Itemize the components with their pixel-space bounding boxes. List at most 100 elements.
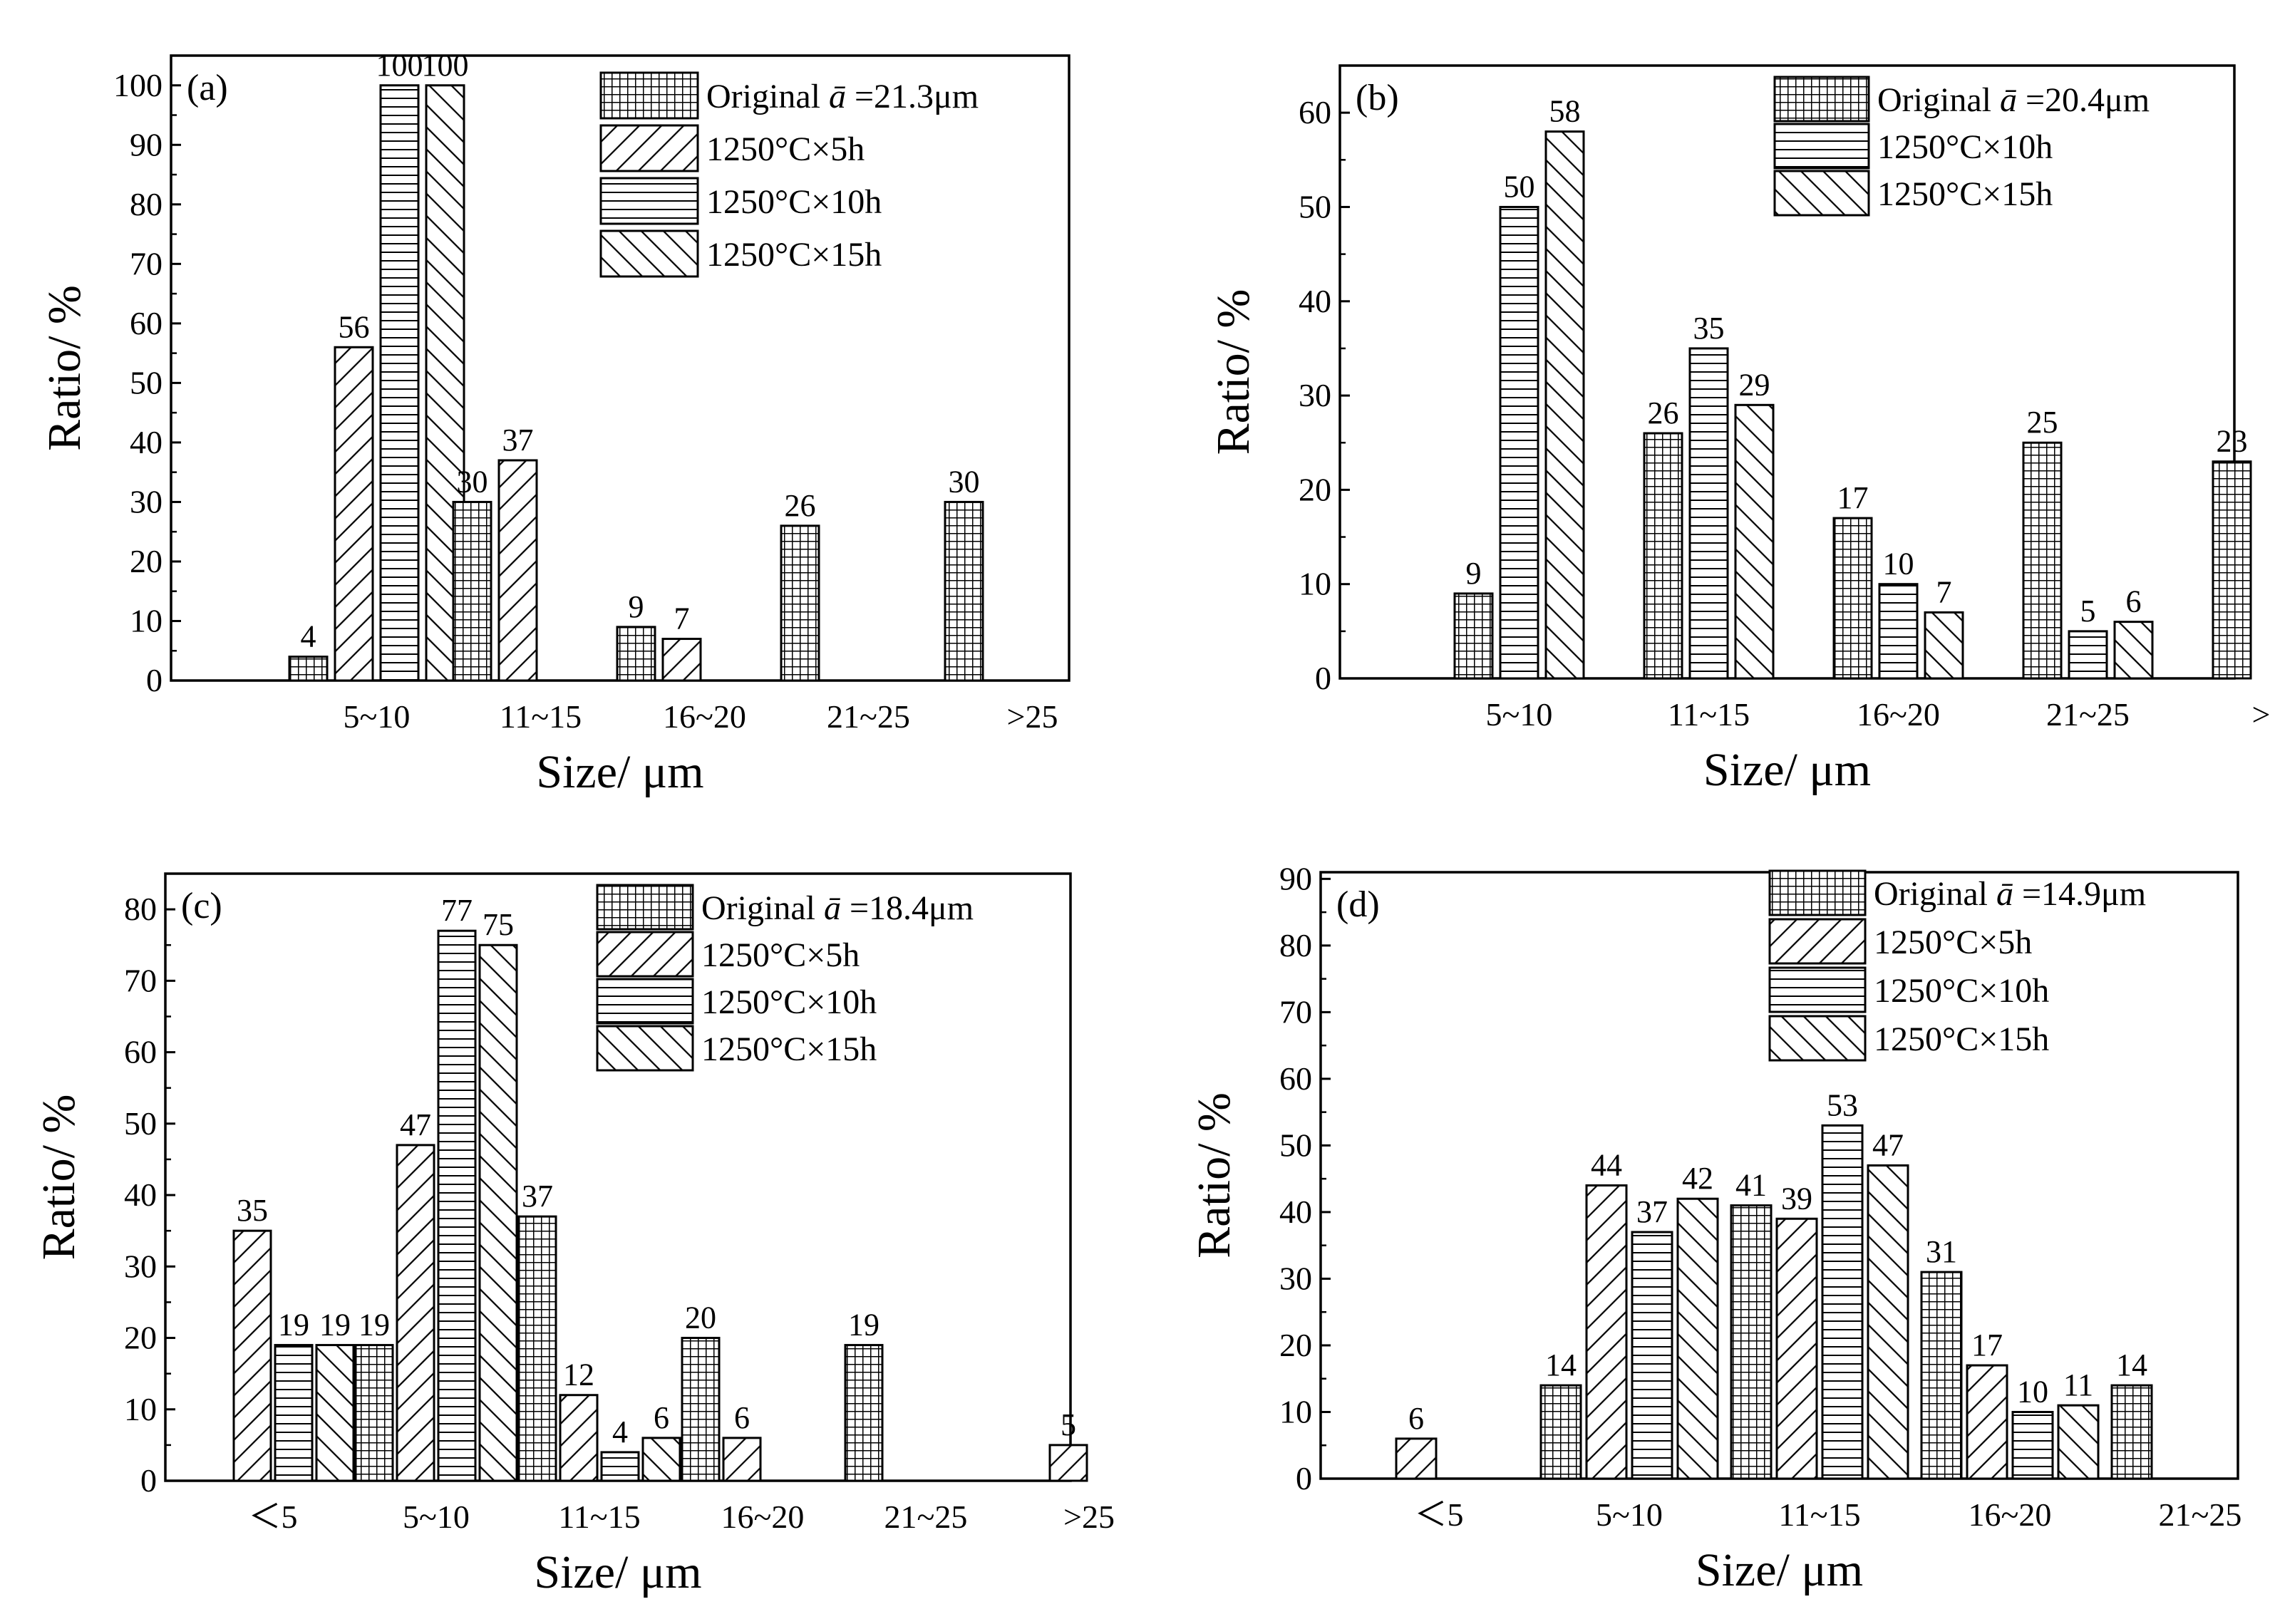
panel-label: (a) bbox=[187, 68, 228, 108]
data-label: 19 bbox=[319, 1308, 351, 1343]
data-label: 19 bbox=[848, 1308, 879, 1343]
data-label: 35 bbox=[237, 1193, 268, 1228]
bar bbox=[2068, 630, 2108, 680]
bar bbox=[334, 346, 374, 682]
y-tick-label: 80 bbox=[124, 891, 157, 927]
x-axis-title: Size/ μm bbox=[1696, 1544, 1863, 1596]
legend-swatch bbox=[1768, 918, 1867, 965]
x-tick-label: ＜5 bbox=[249, 1499, 298, 1535]
x-tick-label: 16~20 bbox=[1969, 1496, 2052, 1533]
y-tick-label: 20 bbox=[124, 1320, 157, 1356]
data-label: 10 bbox=[2017, 1374, 2048, 1409]
y-tick-label: 10 bbox=[1299, 566, 1331, 602]
x-tick-label: 5~10 bbox=[1486, 696, 1553, 733]
bar bbox=[354, 1344, 394, 1482]
legend-entry-label: 1250°C×15h bbox=[706, 236, 882, 274]
bar bbox=[452, 500, 492, 682]
legend-entry-label: 1250°C×5h bbox=[1874, 924, 2032, 961]
data-label: 4 bbox=[612, 1414, 628, 1449]
legend-entry-label: 1250°C×15h bbox=[701, 1030, 877, 1068]
legend-entry-label: Original ā =14.9μm bbox=[1874, 875, 2146, 913]
bar bbox=[2113, 621, 2154, 680]
legend-swatch bbox=[1768, 1015, 1867, 1062]
legend-swatch bbox=[1773, 123, 1870, 170]
legend-swatch bbox=[599, 177, 699, 225]
panel-label: (d) bbox=[1336, 884, 1380, 925]
y-tick-label: 40 bbox=[130, 424, 162, 460]
data-label: 37 bbox=[502, 423, 534, 457]
bar bbox=[722, 1437, 762, 1482]
data-label: 26 bbox=[1648, 395, 1679, 430]
data-label: 17 bbox=[1837, 480, 1869, 515]
data-label: 26 bbox=[785, 488, 816, 523]
data-label: 44 bbox=[1591, 1148, 1622, 1183]
x-tick-label: 21~25 bbox=[2046, 696, 2130, 733]
legend: Original ā =18.4μm 1250°C×5h 1250°C×10h 125… bbox=[596, 884, 974, 1072]
y-axis-title: Ratio/ % bbox=[1207, 289, 1259, 455]
legend-swatch bbox=[1768, 869, 1867, 916]
bar bbox=[681, 1337, 721, 1482]
bar bbox=[1643, 432, 1683, 680]
bar bbox=[1730, 1204, 1773, 1480]
data-label: 50 bbox=[1504, 169, 1535, 204]
y-tick-label: 50 bbox=[124, 1105, 157, 1142]
legend-swatch bbox=[599, 124, 699, 172]
y-tick-label: 80 bbox=[130, 186, 162, 222]
legend-entry-label: 1250°C×10h bbox=[1874, 972, 2049, 1010]
bar bbox=[274, 1344, 314, 1482]
x-tick-label: 16~20 bbox=[663, 698, 746, 735]
data-label: 100 bbox=[422, 48, 469, 83]
data-label: 20 bbox=[685, 1300, 716, 1335]
bar bbox=[1821, 1124, 1864, 1480]
data-label: 19 bbox=[358, 1308, 390, 1343]
y-axis-title: Ratio/ % bbox=[38, 285, 91, 451]
x-axis-title: Size/ μm bbox=[534, 1546, 701, 1598]
bar bbox=[1539, 1384, 1582, 1480]
bar bbox=[616, 626, 656, 682]
legend-swatch bbox=[596, 884, 694, 931]
bar bbox=[1048, 1444, 1088, 1482]
plot-frame bbox=[1338, 64, 2236, 680]
chart-panel-d: 0 10 20 30 40 50 60 70 80 90 6 ＜5 14 44 37 42 5~10 41 39 53… bbox=[1188, 860, 2241, 1596]
data-label: 35 bbox=[1693, 311, 1725, 346]
x-tick-label: 11~15 bbox=[500, 698, 582, 735]
data-label: 30 bbox=[457, 464, 488, 499]
bar bbox=[517, 1215, 557, 1482]
data-label: 53 bbox=[1827, 1087, 1858, 1122]
bar bbox=[600, 1451, 640, 1482]
legend-swatch bbox=[599, 229, 699, 278]
x-tick-label: 16~20 bbox=[1857, 696, 1940, 733]
data-label: 31 bbox=[1926, 1234, 1957, 1269]
bar bbox=[396, 1144, 435, 1482]
x-tick-label: 5~10 bbox=[403, 1499, 470, 1535]
data-label: 6 bbox=[654, 1400, 669, 1435]
bar bbox=[1878, 583, 1919, 680]
bar bbox=[1688, 347, 1729, 680]
y-tick-label: 0 bbox=[1315, 660, 1331, 696]
data-label: 14 bbox=[1545, 1348, 1577, 1382]
bar bbox=[641, 1437, 681, 1482]
legend-swatch bbox=[596, 978, 694, 1025]
bar bbox=[1676, 1197, 1719, 1480]
bar bbox=[1867, 1164, 1909, 1480]
bar bbox=[780, 524, 820, 682]
data-label: 11 bbox=[2063, 1367, 2093, 1402]
legend-entry-label: 1250°C×5h bbox=[701, 936, 860, 974]
y-tick-label: 20 bbox=[130, 543, 162, 579]
legend-swatch bbox=[596, 1025, 694, 1072]
y-tick-label: 20 bbox=[1279, 1327, 1312, 1363]
bar bbox=[1920, 1271, 1963, 1480]
data-label: 75 bbox=[483, 907, 514, 942]
data-label: 30 bbox=[949, 464, 980, 499]
y-tick-label: 90 bbox=[130, 126, 162, 162]
data-label: 6 bbox=[734, 1400, 750, 1435]
data-label: 7 bbox=[674, 601, 690, 636]
data-label: 56 bbox=[339, 309, 370, 344]
legend: Original ā =21.3μm 1250°C×5h 1250°C×10h 125… bbox=[599, 71, 979, 278]
bar bbox=[2022, 441, 2063, 680]
y-tick-label: 60 bbox=[130, 305, 162, 341]
y-tick-label: 30 bbox=[130, 483, 162, 519]
legend: Original ā =14.9μm 1250°C×5h 1250°C×10h 125… bbox=[1768, 869, 2146, 1062]
data-label: 6 bbox=[2126, 584, 2142, 619]
x-tick-label: 16~20 bbox=[721, 1499, 805, 1535]
